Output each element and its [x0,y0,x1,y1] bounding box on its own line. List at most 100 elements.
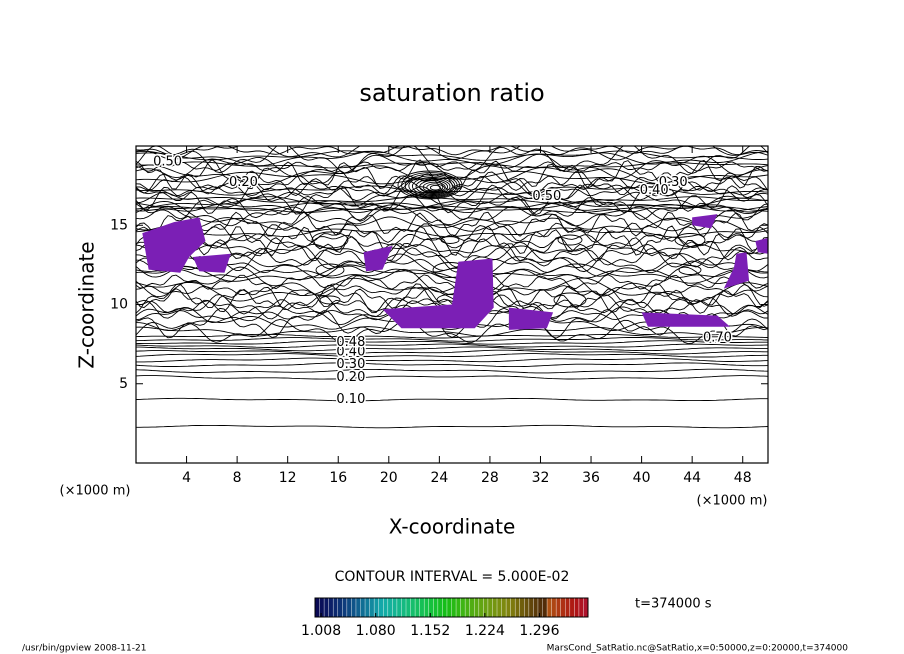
contour-line [136,236,768,262]
colorbar-stripe [583,598,588,617]
contour-label: 0.50 [153,154,182,169]
contour-line [136,263,768,284]
contour-line [136,233,768,249]
y-axis-label: Z-coordinate [75,241,99,368]
supersaturated-region [755,237,768,254]
supersaturated-region [363,245,393,272]
colorbar-stripe [578,598,584,617]
colorbar-stripe [437,598,443,617]
contour-label: 0.40 [336,345,365,360]
colorbar-stripe [478,598,484,617]
x-tick-label: 20 [380,470,398,486]
colorbar-stripe [324,598,329,617]
y-tick-label: 5 [119,376,128,392]
colorbar-stripe [333,598,338,617]
contour-line [136,277,768,304]
colorbar-tick-label: 1.152 [410,623,450,639]
contour-line [136,288,768,309]
contour-line [136,318,768,345]
footer-right: MarsCond_SatRatio.nc@SatRatio,x=0:50000,… [547,644,849,654]
colorbar-stripe [342,598,347,617]
contour-line [136,346,768,352]
colorbar-stripe [510,598,516,617]
x-tick-label: 48 [734,470,752,486]
contour-line [136,205,768,213]
x-tick-label: 24 [430,470,448,486]
colorbar-stripe [519,598,525,617]
x-unit: (×1000 m) [697,494,768,509]
footer-left: /usr/bin/gpview 2008-11-21 [22,644,146,654]
contour-loop [401,172,461,199]
supersaturated-region [382,258,494,329]
colorbar-stripe [383,598,388,617]
contour-interval: CONTOUR INTERVAL = 5.000E-02 [335,569,570,585]
contour-line [136,375,768,380]
contour-line [136,283,768,314]
colorbar-stripe [374,598,379,617]
colorbar-frame [314,597,589,618]
colorbar-stripe [569,598,575,617]
contour-loop [404,173,458,198]
colorbar-tick-label: 1.008 [301,623,341,639]
contour-loop [422,181,446,193]
contour-label: 0.70 [703,330,732,345]
colorbar-stripe [360,598,366,617]
supersaturated-region [508,307,554,330]
contour-loop [397,170,463,200]
colorbar-stripe [492,598,497,617]
colorbar-stripe [506,598,511,617]
contour-line [136,150,768,161]
colorbar-stripe [433,598,438,617]
contour-line [136,191,768,208]
chart-title: saturation ratio [359,79,544,107]
colorbar-stripe [378,598,384,617]
colorbar-stripe [560,598,566,617]
contour-line [136,225,768,257]
contour-line [136,285,768,296]
contour-line [136,146,768,156]
colorbar-stripe [542,598,548,617]
contour-line [136,266,768,298]
colorbar-stripe [456,598,461,617]
colorbar-stripe [396,598,402,617]
colorbar-stripe [392,598,397,617]
supersaturated-region [692,214,718,229]
contour-line [136,349,768,355]
contour-loop [429,184,441,191]
contour-line [136,343,768,348]
contour-loop [311,231,349,249]
contour-line [136,153,768,180]
contour-line [136,201,768,212]
contour-line [136,146,768,174]
colorbar-stripe [460,598,466,617]
colorbar-stripe [328,598,334,617]
contour-line [136,424,768,429]
contour-line [136,241,768,273]
colorbar-stripe [487,598,493,617]
x-tick-label: 12 [279,470,297,486]
contour-loop [553,292,587,308]
contour-line [136,257,768,274]
contour-loop [440,236,460,244]
contour-loop [319,295,341,305]
colorbar-stripe [515,598,520,617]
x-axis-label: X-coordinate [389,515,516,539]
x-tick-label: 32 [532,470,550,486]
contour-loop [426,183,444,192]
colorbar-stripe [355,598,361,617]
y-unit: (×1000 m) [60,484,131,499]
contour-line [136,368,768,374]
contour-line [136,307,768,339]
contour-loop [408,175,456,197]
supersaturated-region [641,312,731,327]
colorbar-stripe [528,598,534,617]
colorbar-stripe [483,598,488,617]
colorbar-stripe [410,598,416,617]
contour-label: 0.50 [532,189,561,204]
contour-loop [315,263,345,277]
plot-area: 0.100.200.300.400.480.500.20 0.300.400.50… [136,146,768,429]
colorbar-stripe [406,598,411,617]
contour-line [136,353,768,358]
colorbar-stripe [533,598,538,617]
colorbar-stripe [451,598,457,617]
